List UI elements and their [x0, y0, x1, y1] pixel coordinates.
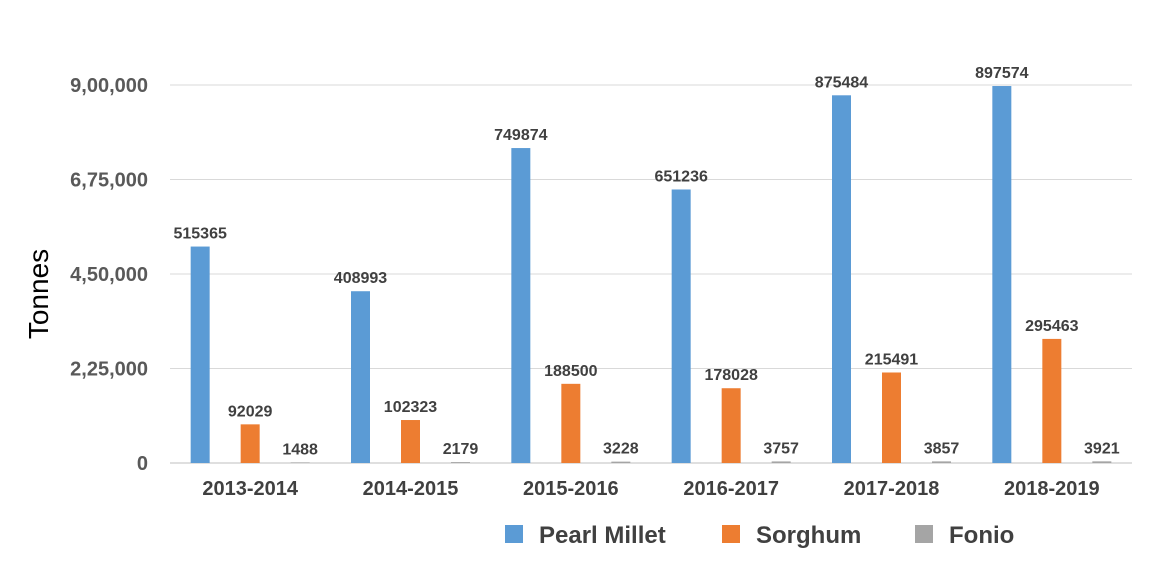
data-label: 875484	[815, 74, 868, 91]
bar-sorghum-2014-2015	[401, 420, 420, 463]
data-label: 3921	[1084, 440, 1120, 457]
bar-fonio-2013-2014	[290, 462, 310, 463]
legend-label: Fonio	[949, 522, 1014, 549]
bar-pearl-millet-2018-2019	[992, 86, 1012, 463]
legend-label: Sorghum	[756, 522, 861, 549]
y-tick-label: 4,50,000	[70, 264, 148, 286]
y-tick-label: 9,00,000	[70, 75, 148, 97]
y-tick-label: 6,75,000	[70, 170, 148, 192]
bar-sorghum-2018-2019	[1042, 338, 1062, 463]
data-labels: 515365 92029 1488 408993 102323 2179 749874 188…	[173, 65, 1119, 458]
bar-pearl-millet-2015-2016	[511, 148, 531, 463]
gridlines	[170, 84, 1132, 464]
bar-fonio-2014-2015	[451, 462, 470, 463]
bar-fonio-2015-2016	[611, 461, 631, 463]
bar-pearl-millet-2016-2017	[671, 189, 691, 463]
x-axis-ticks: 2013-2014 2014-2015 2015-2016 2016-2017 2017…	[202, 478, 1099, 500]
bar-fonio-2017-2018	[932, 461, 951, 463]
data-label: 295463	[1025, 318, 1078, 335]
legend-swatch-fonio	[915, 525, 933, 543]
legend: Pearl Millet Sorghum Fonio	[505, 522, 1014, 549]
data-label: 2179	[443, 441, 479, 458]
bar-fonio-2018-2019	[1092, 461, 1112, 463]
y-tick-label: 0	[137, 453, 148, 475]
data-label: 408993	[334, 270, 387, 287]
bar-pearl-millet-2017-2018	[832, 95, 851, 463]
data-label: 3857	[924, 440, 960, 457]
x-tick-label: 2013-2014	[202, 478, 299, 500]
data-label: 3228	[603, 441, 639, 458]
bars	[190, 86, 1112, 463]
x-tick-label: 2018-2019	[1004, 478, 1100, 500]
legend-swatch-sorghum	[722, 525, 740, 543]
bar-sorghum-2016-2017	[721, 388, 741, 463]
bar-pearl-millet-2013-2014	[190, 246, 210, 463]
bar-sorghum-2013-2014	[240, 424, 260, 463]
data-label: 651236	[654, 168, 707, 185]
data-label: 749874	[494, 127, 547, 144]
data-label: 1488	[282, 441, 318, 458]
legend-label: Pearl Millet	[539, 522, 666, 549]
data-label: 515365	[173, 226, 226, 243]
bar-pearl-millet-2014-2015	[351, 291, 370, 463]
data-label: 178028	[704, 367, 757, 384]
bar-fonio-2016-2017	[771, 461, 791, 463]
x-tick-label: 2016-2017	[683, 478, 779, 500]
y-tick-label: 2,25,000	[70, 359, 148, 381]
data-label: 188500	[544, 363, 597, 380]
bar-sorghum-2017-2018	[882, 372, 901, 463]
x-tick-label: 2017-2018	[844, 478, 940, 500]
y-axis-label: Tonnes	[23, 249, 54, 339]
x-tick-label: 2015-2016	[523, 478, 619, 500]
data-label: 92029	[228, 403, 273, 420]
y-axis-ticks: 0 2,25,000 4,50,000 6,75,000 9,00,000	[70, 75, 148, 475]
bar-sorghum-2015-2016	[561, 383, 581, 463]
data-label: 3757	[763, 440, 799, 457]
legend-swatch-pearl-millet	[505, 525, 523, 543]
x-tick-label: 2014-2015	[363, 478, 459, 500]
data-label: 215491	[865, 351, 918, 368]
data-label: 897574	[975, 65, 1028, 82]
data-label: 102323	[384, 399, 437, 416]
